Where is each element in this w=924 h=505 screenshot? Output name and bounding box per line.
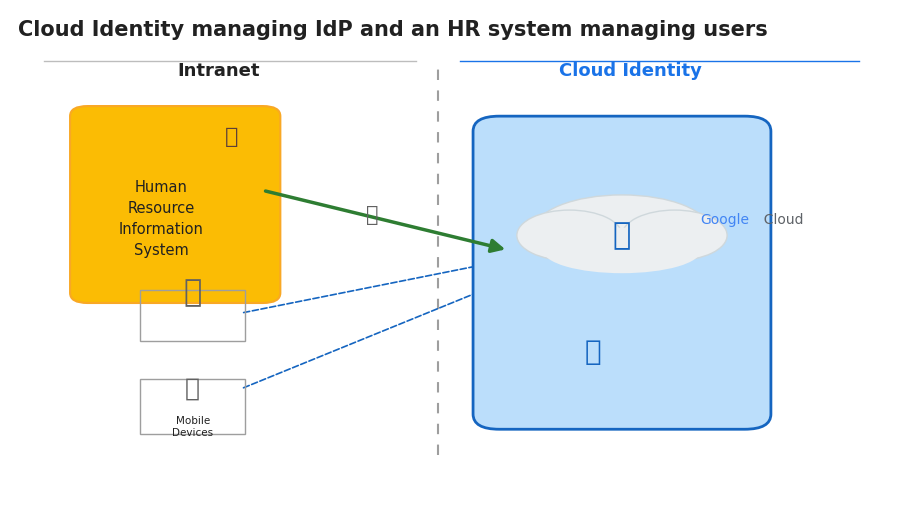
FancyBboxPatch shape <box>473 116 771 429</box>
Ellipse shape <box>517 210 622 261</box>
Ellipse shape <box>543 228 700 273</box>
Ellipse shape <box>622 210 727 261</box>
Text: Cloud Identity managing IdP and an HR system managing users: Cloud Identity managing IdP and an HR sy… <box>18 20 767 40</box>
Text: 🛡: 🛡 <box>613 221 631 250</box>
Text: Mobile
Devices: Mobile Devices <box>172 416 213 437</box>
Text: 📱: 📱 <box>185 377 201 401</box>
Text: Cloud: Cloud <box>755 213 804 227</box>
Text: Cloud Identity: Cloud Identity <box>559 62 702 80</box>
Text: Google: Google <box>700 213 749 227</box>
Text: 👥: 👥 <box>225 127 238 147</box>
Text: 🔑: 🔑 <box>584 338 601 366</box>
Text: Intranet: Intranet <box>177 62 261 80</box>
Text: Human
Resource
Information
System: Human Resource Information System <box>119 180 203 258</box>
Text: 💻: 💻 <box>184 278 201 308</box>
FancyBboxPatch shape <box>70 106 280 303</box>
Text: 👥: 👥 <box>366 205 379 225</box>
Ellipse shape <box>534 195 710 266</box>
